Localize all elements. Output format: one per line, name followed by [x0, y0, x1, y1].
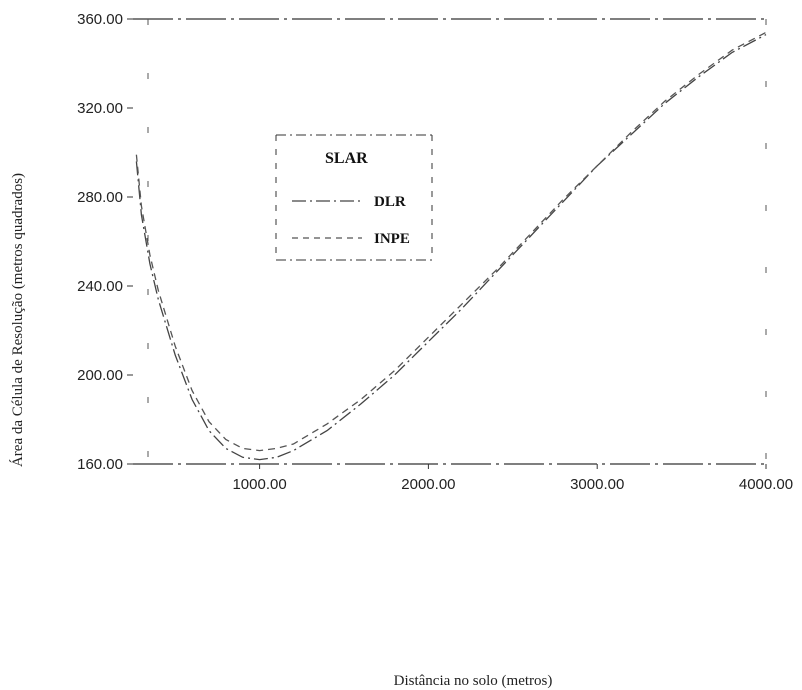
- x-axis-label: Distância no solo (metros): [394, 673, 553, 689]
- x-tick-label: 3000.00: [570, 476, 624, 493]
- y-tick-label: 360.00: [77, 11, 123, 28]
- x-tick-label: 4000.00: [739, 476, 793, 493]
- series-line-dlr: [135, 34, 767, 461]
- y-tick-label: 320.00: [77, 100, 123, 117]
- plot-frame: [133, 18, 767, 465]
- y-tick-label: 160.00: [77, 456, 123, 473]
- legend-label-inpe: INPE: [374, 231, 410, 247]
- y-tick-label: 280.00: [77, 189, 123, 206]
- x-axis-ticks: 1000.00 2000.00 3000.00 4000.00: [232, 464, 793, 493]
- legend-title: SLAR: [325, 150, 368, 167]
- y-axis-ticks: 160.00 200.00 240.00 280.00 320.00 360.00: [77, 11, 133, 473]
- legend-label-dlr: DLR: [374, 194, 406, 210]
- series-line-inpe: [135, 31, 767, 452]
- y-tick-label: 240.00: [77, 278, 123, 295]
- series-lines: [135, 31, 767, 461]
- x-tick-label: 1000.00: [232, 476, 286, 493]
- x-tick-label: 2000.00: [401, 476, 455, 493]
- y-tick-label: 200.00: [77, 367, 123, 384]
- y-axis-label: Área da Célula de Resolução (metros quad…: [9, 173, 26, 467]
- legend: SLAR DLR INPE: [275, 134, 433, 261]
